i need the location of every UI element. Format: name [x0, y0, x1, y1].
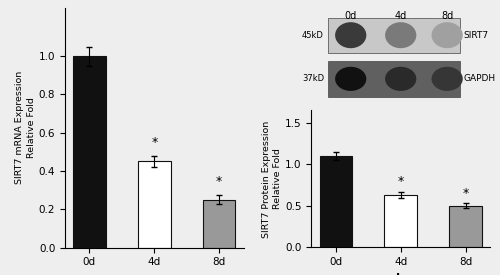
Ellipse shape: [335, 67, 366, 91]
Y-axis label: SIRT7 Protein Expression
Relative Fold: SIRT7 Protein Expression Relative Fold: [262, 120, 282, 238]
Bar: [320, 156, 352, 248]
Ellipse shape: [335, 22, 366, 48]
Ellipse shape: [432, 22, 463, 48]
Bar: [384, 195, 417, 248]
Text: 37kD: 37kD: [302, 74, 324, 83]
Bar: [138, 161, 170, 248]
Y-axis label: SIRT7 mRNA Expression
Relative Fold: SIRT7 mRNA Expression Relative Fold: [15, 71, 36, 185]
Text: 0d: 0d: [344, 11, 357, 21]
Text: SIRT7: SIRT7: [463, 31, 488, 40]
Text: 45kD: 45kD: [302, 31, 324, 40]
Bar: [73, 56, 106, 248]
X-axis label: a: a: [150, 273, 158, 275]
Text: *: *: [151, 136, 158, 149]
X-axis label: b: b: [396, 273, 405, 275]
Text: 4d: 4d: [394, 11, 407, 21]
Bar: [328, 18, 460, 53]
Ellipse shape: [385, 22, 416, 48]
Text: *: *: [398, 175, 404, 188]
Ellipse shape: [432, 67, 463, 91]
Bar: [450, 206, 482, 248]
Ellipse shape: [385, 67, 416, 91]
Text: *: *: [462, 187, 469, 200]
Bar: [203, 200, 235, 248]
Bar: [328, 61, 460, 97]
Text: GAPDH: GAPDH: [463, 74, 496, 83]
Text: *: *: [216, 175, 222, 188]
Text: 8d: 8d: [441, 11, 454, 21]
